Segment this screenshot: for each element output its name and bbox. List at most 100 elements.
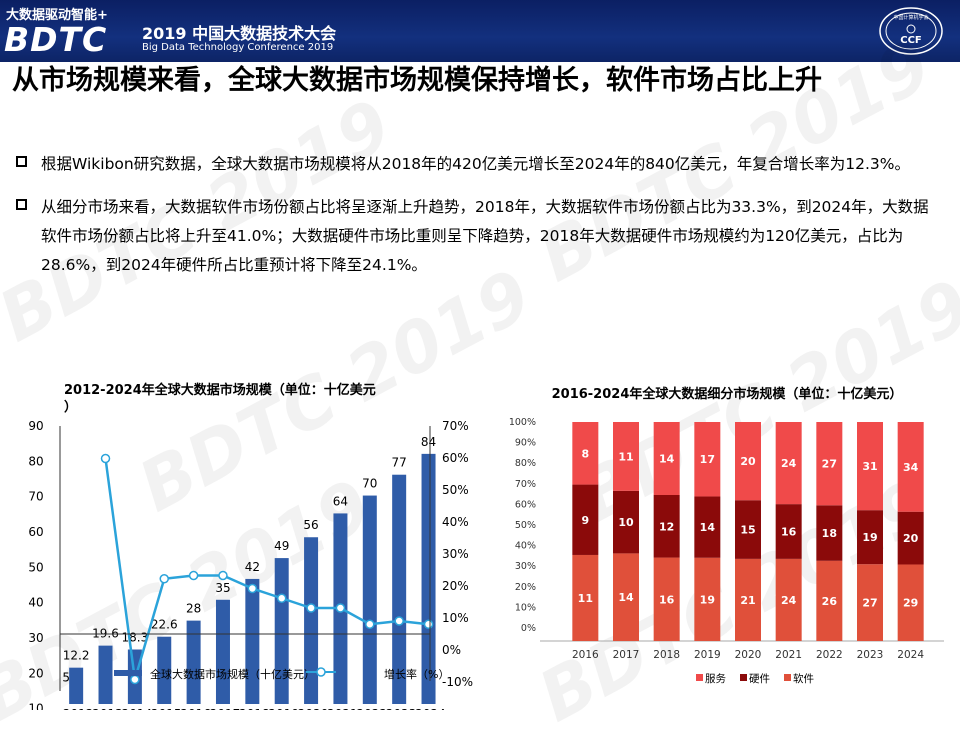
conference-title: 2019 中国大数据技术大会	[142, 24, 337, 43]
bar-value-label: 77	[392, 456, 407, 470]
segment-value-label: 26	[822, 595, 838, 608]
slide-title: 从市场规模来看，全球大数据市场规模保持增长，软件市场占比上升	[12, 65, 822, 96]
segment-bar-服务	[694, 422, 721, 497]
chart1-title: 2012-2024年全球大数据市场规模（单位：十亿美元	[64, 382, 376, 398]
x-tick: 2022	[816, 649, 843, 661]
growth-rate-point	[159, 574, 169, 584]
bar-value-label: 35	[215, 581, 230, 595]
y-right-tick: 70%	[442, 419, 469, 433]
segment-value-label: 16	[781, 526, 797, 539]
segment-bar-服务	[653, 422, 680, 495]
segment-bar-软件	[775, 558, 802, 641]
y-left-tick: 80	[28, 454, 43, 468]
segment-bar-硬件	[816, 505, 843, 561]
segment-value-label: 15	[740, 524, 755, 537]
growth-rate-point	[247, 583, 258, 594]
y-tick: 40%	[515, 541, 536, 552]
growth-rate-point	[130, 674, 140, 685]
x-tick: 2024	[415, 707, 446, 710]
segment-bar-软件	[897, 564, 924, 641]
legend-bar-label: 全球大数据市场规模（十亿美元）	[150, 667, 315, 681]
bar-value-label: 64	[333, 494, 348, 508]
segment-value-label: 9	[582, 514, 590, 527]
segment-value-label: 14	[618, 591, 634, 604]
segment-value-label: 18	[822, 527, 837, 540]
bullet-square-icon	[16, 199, 27, 210]
y-tick: 50%	[515, 520, 536, 531]
segment-value-label: 14	[659, 453, 675, 466]
segment-bar-硬件	[857, 510, 883, 565]
y-right-tick: 30%	[442, 547, 469, 561]
segment-value-label: 10	[618, 516, 634, 529]
ccf-logo-icon: 中国计算机学会 CCF	[879, 7, 943, 55]
growth-rate-point	[100, 453, 111, 464]
ccf-logo-text: CCF	[900, 35, 922, 46]
segment-value-label: 11	[578, 592, 593, 605]
bdtc-logo: BDTC	[4, 20, 108, 59]
segment-value-label: 27	[862, 597, 877, 610]
segment-value-label: 20	[740, 455, 756, 468]
market-size-bar	[98, 645, 113, 704]
bar-value-label: 84	[421, 435, 436, 449]
growth-rate-point	[365, 619, 375, 629]
x-tick: 2020	[735, 649, 762, 661]
conference-header: 大数据驱动智能+ BDTC 2019 中国大数据技术大会 Big Data Te…	[0, 0, 960, 62]
y-tick: 90%	[515, 438, 536, 449]
bar-value-label: 42	[245, 560, 260, 574]
growth-rate-point	[276, 593, 287, 603]
y-left-tick: 30	[28, 631, 43, 645]
bar-value-label: 56	[303, 518, 318, 532]
market-size-bar	[304, 537, 319, 704]
ccf-logo-subtext: 中国计算机学会	[893, 14, 928, 21]
market-size-bar	[215, 599, 230, 704]
x-tick: 2013	[92, 707, 123, 710]
segment-bar-硬件	[694, 496, 721, 558]
y-right-tick: 10%	[442, 611, 469, 625]
segment-bar-服务	[613, 422, 639, 491]
segment-value-label: 11	[618, 450, 633, 463]
y-tick: 10%	[515, 602, 536, 613]
y-left-tick: 70	[28, 490, 43, 504]
segment-value-label: 16	[659, 593, 675, 606]
segment-value-label: 24	[781, 594, 797, 607]
growth-rate-point	[335, 603, 346, 613]
x-tick: 2018	[653, 649, 680, 661]
legend-line-marker	[316, 667, 326, 677]
y-right-tick: 40%	[442, 515, 469, 529]
legend-label: 服务	[705, 672, 726, 685]
segment-bar-硬件	[735, 500, 761, 559]
bullet-text: 根据Wikibon研究数据，全球大数据市场规模将从2018年的420亿美元增长至…	[41, 155, 911, 173]
segment-bar-服务	[775, 422, 802, 505]
market-size-bar	[69, 667, 84, 704]
x-tick: 2019	[694, 649, 721, 661]
growth-rate-point	[394, 616, 404, 626]
segment-value-label: 12	[659, 520, 674, 533]
legend-bar-swatch	[114, 670, 142, 676]
segment-bar-软件	[857, 564, 883, 641]
legend-swatch	[784, 674, 791, 681]
bar-value-label: 28	[186, 602, 201, 616]
y-right-tick: -10%	[442, 675, 473, 689]
y-tick: 60%	[515, 499, 536, 510]
x-tick: 2012	[63, 707, 94, 710]
segment-value-label: 34	[903, 461, 919, 474]
segment-value-label: 19	[862, 531, 877, 544]
x-tick: 2024	[897, 649, 924, 661]
segment-bar-服务	[735, 422, 761, 501]
extra-value-label: 5	[62, 671, 70, 685]
market-size-bar	[245, 578, 260, 704]
y-tick: 70%	[515, 479, 536, 490]
y-left-tick: 60	[28, 525, 43, 539]
x-tick: 2021	[327, 707, 358, 710]
bar-value-label: 49	[274, 539, 289, 553]
legend-swatch	[696, 674, 703, 681]
y-left-tick: 10	[28, 702, 43, 710]
market-size-bar	[274, 558, 289, 704]
segment-bar-软件	[613, 553, 639, 641]
segment-bar-硬件	[653, 495, 680, 558]
segment-value-label: 19	[700, 593, 715, 606]
segment-bar-服务	[897, 422, 924, 512]
y-tick: 20%	[515, 582, 536, 593]
segment-bar-硬件	[897, 511, 924, 565]
segment-bar-硬件	[613, 490, 639, 554]
